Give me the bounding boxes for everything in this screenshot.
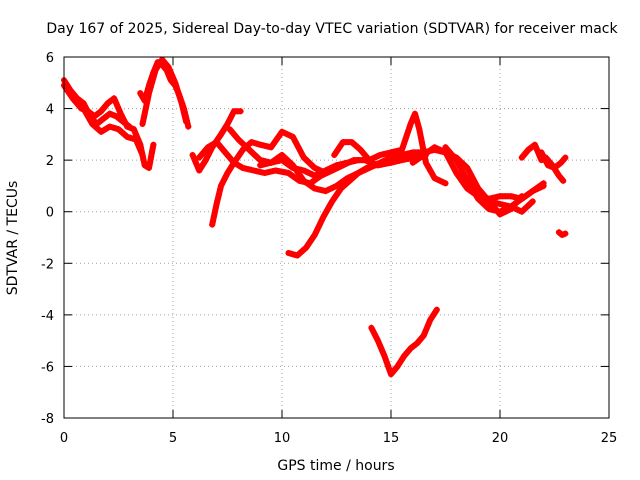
y-tick-labels: -8 -6 -4 -2 0 2 4 6 — [41, 51, 54, 427]
series-sat-8 — [196, 128, 329, 176]
series-markers — [464, 175, 525, 218]
series-sat-13 — [368, 306, 440, 378]
series-markers — [368, 306, 440, 378]
chart-title: Day 167 of 2025, Sidereal Day-to-day VTE… — [46, 21, 618, 37]
y-tick-label: 0 — [46, 206, 54, 221]
x-tick-label: 25 — [601, 431, 618, 446]
y-tick-label: -2 — [41, 257, 54, 272]
y-tick-label: 2 — [46, 154, 54, 169]
series-sat-5 — [139, 56, 190, 127]
y-axis-label: SDTVAR / TECUs — [5, 181, 21, 296]
y-tick-label: 4 — [46, 103, 54, 118]
y-tick-label: -8 — [41, 412, 54, 427]
x-tick-label: 5 — [169, 431, 177, 446]
series-sat-19 — [555, 229, 569, 238]
axis-ticks — [63, 56, 610, 419]
x-axis-label: GPS time / hours — [277, 458, 394, 474]
series-markers — [331, 110, 449, 187]
series-sat-3 — [63, 84, 146, 158]
x-tick-label: 20 — [492, 431, 509, 446]
series-markers — [285, 152, 414, 259]
series-sat-16 — [464, 175, 525, 218]
x-tick-label: 15 — [383, 431, 400, 446]
series-markers — [139, 56, 190, 127]
x-tick-label: 10 — [274, 431, 291, 446]
x-tick-labels: 0 5 10 15 20 25 — [60, 431, 617, 446]
series-sat-18 — [538, 149, 569, 171]
series-markers — [555, 229, 569, 238]
series-trace — [368, 306, 440, 378]
y-tick-label: -4 — [41, 309, 54, 324]
series-markers — [63, 84, 146, 158]
series-markers — [538, 149, 569, 171]
series-markers — [196, 128, 329, 176]
x-tick-label: 0 — [60, 431, 68, 446]
data-series — [61, 56, 569, 378]
plot-frame — [63, 56, 610, 419]
y-tick-label: -6 — [41, 360, 54, 375]
grid — [64, 57, 609, 418]
y-tick-label: 6 — [46, 51, 54, 66]
series-sat-11 — [285, 152, 414, 259]
